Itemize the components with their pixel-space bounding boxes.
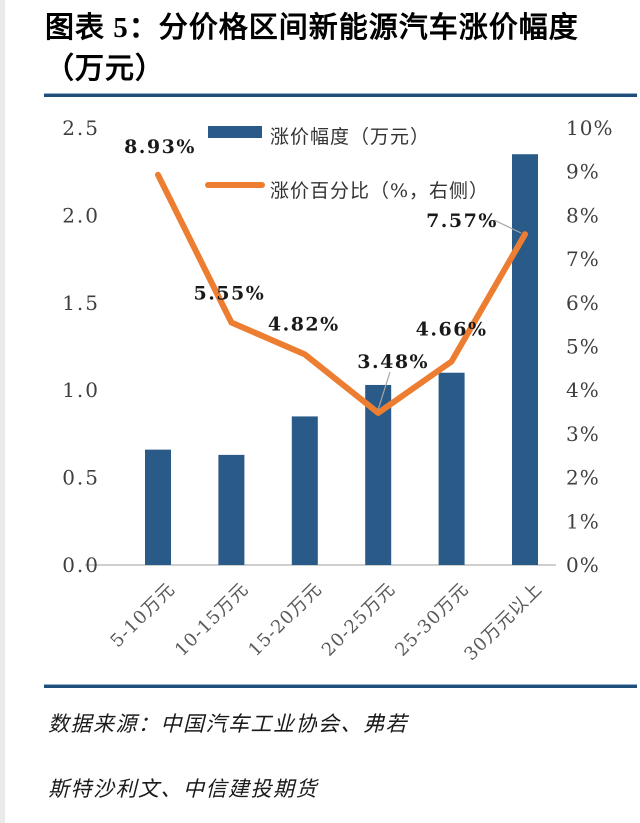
bar-2 <box>291 416 318 565</box>
data-label-leader-3 <box>377 371 391 411</box>
data-label-4: 4.66% <box>416 318 488 340</box>
data-label-leader-5 <box>493 219 522 234</box>
right-axis-tick-5: 5% <box>566 335 600 359</box>
data-label-3: 3.48% <box>357 351 429 373</box>
right-axis-tick-1: 1% <box>566 509 600 533</box>
left-axis-tick-5: 2.5 <box>62 116 100 140</box>
bar-1 <box>218 454 245 565</box>
data-label-0: 8.93% <box>124 136 196 158</box>
chart-title: 图表 5：分价格区间新能源汽车涨价幅度 （万元） <box>45 8 634 90</box>
combo-bar-line-chart: 8.93% 5.55%4.82% 3.48% 4.66% 7.57% 0.0 0.5 1.0 1… <box>62 116 613 665</box>
right-axis-tick-0: 0% <box>566 553 600 577</box>
legend-bar-swatch <box>208 126 262 138</box>
right-axis-tick-6: 6% <box>566 291 600 315</box>
left-axis-tick-0: 0.0 <box>62 553 100 577</box>
data-source-line2: 斯特沙利文、中信建投期货 <box>48 777 318 801</box>
data-label-5: 7.57% <box>426 210 498 232</box>
left-axis-tick-1: 0.5 <box>62 466 100 490</box>
title-divider-rule <box>44 93 637 97</box>
category-label-0: 5-10万元 <box>106 579 179 652</box>
right-axis-tick-4: 4% <box>566 378 600 402</box>
footer-divider-rule <box>44 684 637 688</box>
bar-4 <box>438 372 465 565</box>
chart-title-line1: 图表 5：分价格区间新能源汽车涨价幅度 <box>45 12 579 44</box>
bar-0 <box>145 449 171 565</box>
bar-5 <box>512 154 538 565</box>
category-label-3: 20-25万元 <box>318 579 400 661</box>
left-axis-tick-2: 1.0 <box>62 378 100 402</box>
page-edge-strip <box>0 0 5 823</box>
category-label-5: 30万元以上 <box>460 579 546 665</box>
data-label-1: 5.55% <box>193 282 265 304</box>
right-axis-tick-8: 8% <box>566 203 600 227</box>
legend-line-label: 涨价百分比（%，右侧） <box>270 180 489 202</box>
right-axis-tick-3: 3% <box>566 422 600 446</box>
right-axis-tick-7: 7% <box>566 247 600 271</box>
right-axis-tick-2: 2% <box>566 466 600 490</box>
chart-title-line2: （万元） <box>45 53 166 85</box>
legend-line-swatch <box>205 182 265 188</box>
data-source-line1: 数据来源：中国汽车工业协会、弗若 <box>48 712 408 736</box>
percent-line <box>155 171 528 416</box>
left-axis-tick-4: 2.0 <box>62 203 100 227</box>
right-axis-tick-9: 9% <box>566 160 600 184</box>
right-axis-tick-10: 10% <box>566 116 613 140</box>
left-axis-tick-3: 1.5 <box>62 291 100 315</box>
category-label-2: 15-20万元 <box>244 579 326 661</box>
category-label-1: 10-15万元 <box>171 579 253 661</box>
data-label-2: 4.82% <box>268 313 340 335</box>
legend-bar-label: 涨价幅度（万元） <box>270 126 430 148</box>
